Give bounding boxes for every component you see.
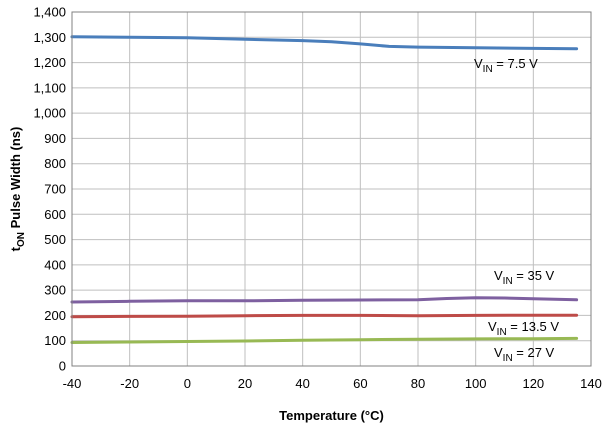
- y-tick-label: 700: [44, 182, 66, 197]
- y-tick-label: 200: [44, 308, 66, 323]
- series-line-vin-13-5: [70, 313, 579, 319]
- series-line-vin-7-5: [70, 35, 579, 51]
- y-tick-label: 1,400: [33, 5, 66, 20]
- x-tick-label: 140: [580, 376, 602, 391]
- y-axis-title: tON Pulse Width (ns): [8, 127, 27, 252]
- y-tick-label: 400: [44, 257, 66, 272]
- x-tick-label: 40: [295, 376, 309, 391]
- series-label-vin-13-5: VIN = 13.5 V: [488, 319, 559, 338]
- y-tick-label: 900: [44, 131, 66, 146]
- y-tick-label: 300: [44, 283, 66, 298]
- series-label-vin-7-5: VIN = 7.5 V: [474, 56, 538, 75]
- y-axis-title-subscript: ON: [16, 232, 27, 247]
- y-tick-label: 500: [44, 232, 66, 247]
- y-axis-title-rest: Pulse Width (ns): [8, 127, 23, 232]
- series-label-vin-35: VIN = 35 V: [494, 268, 555, 287]
- y-tick-label: 0: [59, 359, 66, 374]
- x-tick-label: 0: [184, 376, 191, 391]
- x-tick-label: -20: [120, 376, 139, 391]
- y-axis-tick-labels: 0 100 200 300 400 500 600 700 800 900 1,000 1,100 1,…: [33, 5, 66, 374]
- series-labels: VIN = 7.5 V VIN = 35 V VIN = 13.5 V VIN = 2…: [474, 56, 559, 364]
- y-tick-label: 600: [44, 207, 66, 222]
- x-tick-label: 60: [353, 376, 367, 391]
- y-tick-label: 1,300: [33, 30, 66, 45]
- y-tick-label: 100: [44, 333, 66, 348]
- plot-area-border: [71, 11, 592, 367]
- y-tick-label: 1,000: [33, 106, 66, 121]
- x-axis-tick-labels: -40 -20 0 20 40 60 80 100 120 140: [63, 376, 602, 391]
- x-tick-label: 20: [238, 376, 252, 391]
- y-tick-label: 800: [44, 156, 66, 171]
- series-line-vin-35: [70, 296, 579, 304]
- y-axis-title-main: t: [8, 246, 23, 251]
- y-tick-label: 1,200: [33, 55, 66, 70]
- x-tick-label: 100: [465, 376, 487, 391]
- x-tick-label: 80: [411, 376, 425, 391]
- x-axis-title: Temperature (°C): [279, 408, 384, 423]
- series-lines: [70, 35, 579, 344]
- series-line-vin-27: [70, 336, 579, 344]
- series-label-vin-27: VIN = 27 V: [494, 345, 555, 364]
- x-tick-label: 120: [522, 376, 544, 391]
- x-tick-label: -40: [63, 376, 82, 391]
- y-tick-label: 1,100: [33, 80, 66, 95]
